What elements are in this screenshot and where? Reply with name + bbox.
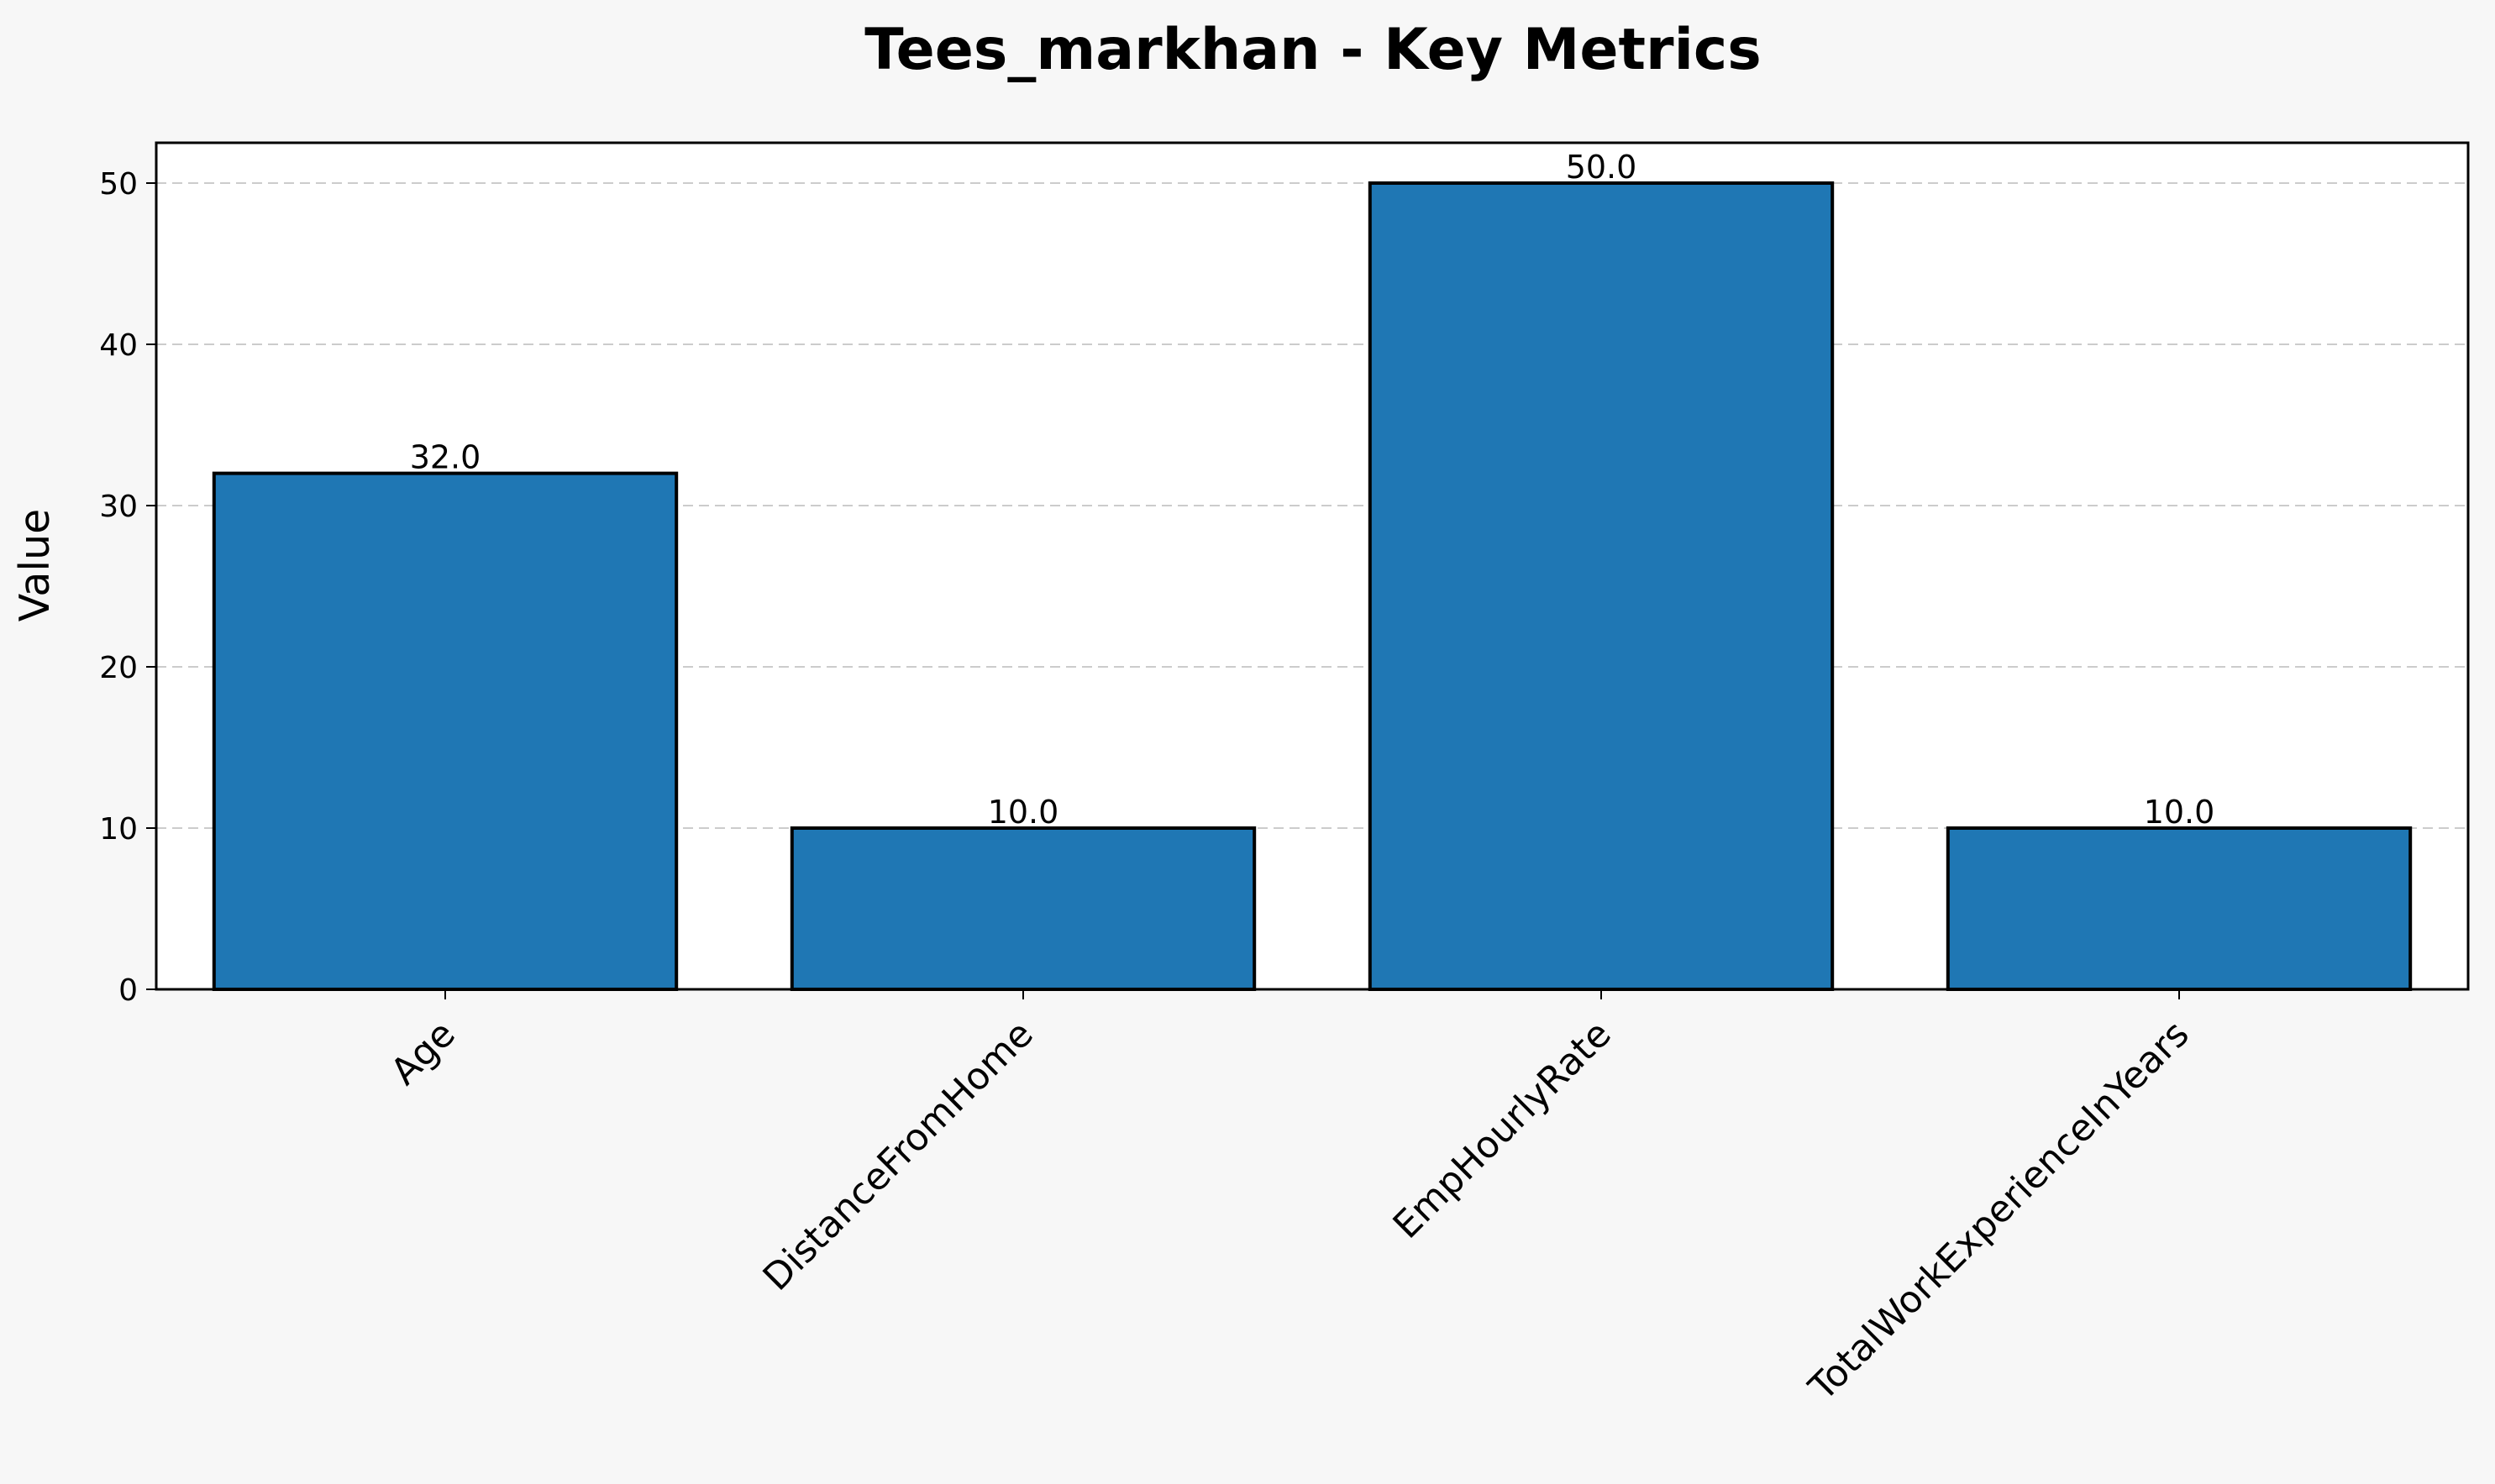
bar-distancefromhome	[790, 826, 1257, 991]
value-labels: 32.0 10.0 50.0 10.0	[410, 149, 2215, 831]
y-tick-label: 30	[99, 490, 138, 524]
chart-title: Tees_markhan - Key Metrics	[864, 17, 1761, 83]
value-label: 50.0	[1566, 149, 1637, 186]
y-tick-label: 50	[99, 167, 138, 202]
y-tick-label: 10	[99, 812, 138, 847]
bar-emphourlyrate	[1368, 181, 1835, 991]
value-label: 10.0	[988, 794, 1059, 831]
bar-totalworkexperienceinyears	[1946, 826, 2413, 991]
value-label: 10.0	[2144, 794, 2215, 831]
plot-frame	[155, 141, 2470, 991]
bar-age	[212, 471, 679, 991]
y-tick-label: 0	[118, 973, 138, 1008]
y-tick-label: 20	[99, 651, 138, 685]
value-label: 32.0	[410, 439, 481, 476]
y-axis-label: Value	[11, 509, 59, 622]
bars	[212, 181, 2413, 991]
y-axis-ticks: 0 10 20 30 40 50	[99, 167, 156, 1008]
y-tick-label: 40	[99, 328, 138, 363]
